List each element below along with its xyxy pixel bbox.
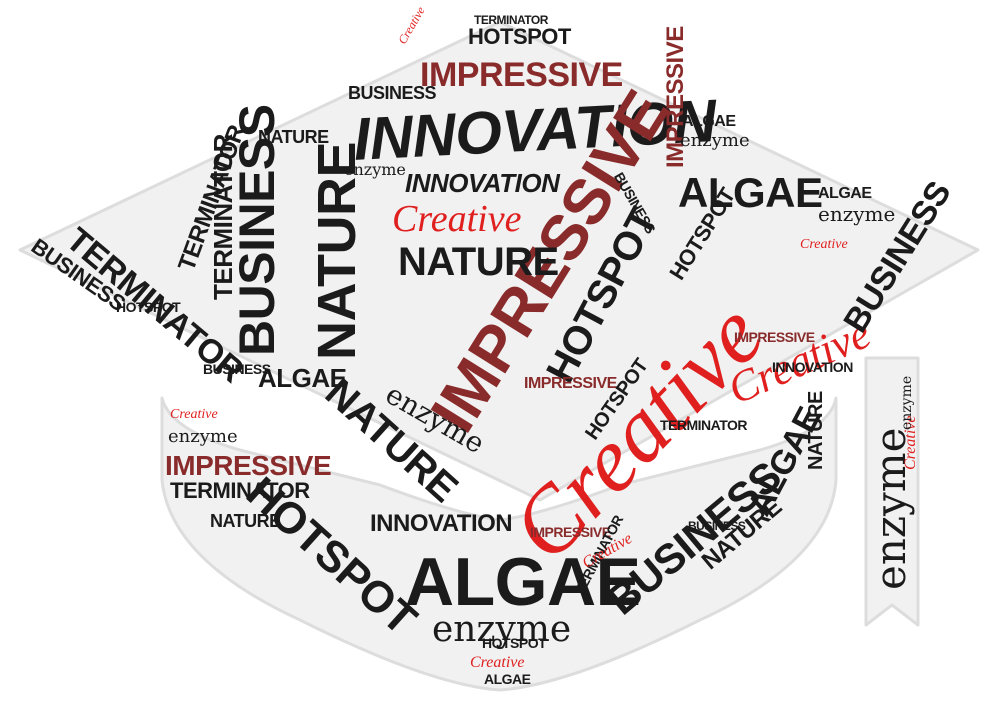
word-nature-bottom-left: NATURE xyxy=(210,511,281,531)
cap-top-board xyxy=(18,20,980,502)
word-creative-small-2: Creative xyxy=(170,407,218,422)
word-business-left-small: BUSINESS xyxy=(203,361,271,377)
word-impressive-right-small: IMPRESSIVE xyxy=(734,329,815,345)
word-terminator-left-3: TERMINATOR xyxy=(208,134,238,300)
cap-base xyxy=(160,396,838,692)
word-nature-center: NATURE xyxy=(398,240,559,284)
word-nature-right-base: NATURE xyxy=(805,391,827,470)
word-algae-bottom: ALGAE xyxy=(405,544,641,620)
word-hotspot-top: HOTSPOT xyxy=(468,24,571,49)
word-algae-mid-right: ALGAE xyxy=(682,113,736,130)
word-enzyme-tassel-small: enzyme xyxy=(899,375,915,430)
word-impressive-center-small: IMPRESSIVE xyxy=(524,375,617,392)
word-algae-right-small: ALGAE xyxy=(818,185,872,202)
word-impressive-left-base: IMPRESSIVE xyxy=(165,450,332,481)
word-terminator-top: TERMINATOR xyxy=(474,13,548,27)
word-enzyme-mid: enzyme xyxy=(344,160,406,179)
word-nature-left: NATURE xyxy=(258,127,329,147)
word-business-bottom-base: BUSINESS xyxy=(688,519,746,533)
word-enzyme-left-base: enzyme xyxy=(168,426,238,447)
word-creative-mid: Creative xyxy=(392,198,522,240)
word-business-top: BUSINESS xyxy=(348,83,437,103)
word-enzyme-bottom: enzyme xyxy=(432,609,572,650)
word-algae-right: ALGAE xyxy=(678,169,823,216)
word-enzyme-right: enzyme xyxy=(818,202,896,226)
word-innovation-right-small: INNOVATION xyxy=(772,359,853,375)
word-hotspot-left-small: HOTSPOT xyxy=(116,299,181,315)
word-hotspot-bottom-small: HOTSPOT xyxy=(482,635,547,651)
word-algae-bottom-small: ALGAE xyxy=(484,671,531,687)
cap-tassel xyxy=(864,356,920,627)
word-terminator-center-small: TERMINATOR xyxy=(660,417,748,433)
word-algae-left: ALGAE xyxy=(258,363,347,393)
word-creative-bottom: Creative xyxy=(470,654,525,671)
word-innovation-mid: INNOVATION xyxy=(405,168,560,198)
word-impressive-bottom: IMPRESSIVE xyxy=(530,524,611,540)
word-creative-small-4: Creative xyxy=(800,237,848,252)
word-enzyme-mid-right: enzyme xyxy=(680,130,750,151)
word-terminator-left-base: TERMINATOR xyxy=(170,478,310,503)
word-impressive-top: IMPRESSIVE xyxy=(420,56,623,94)
word-innovation-base: INNOVATION xyxy=(370,510,513,537)
